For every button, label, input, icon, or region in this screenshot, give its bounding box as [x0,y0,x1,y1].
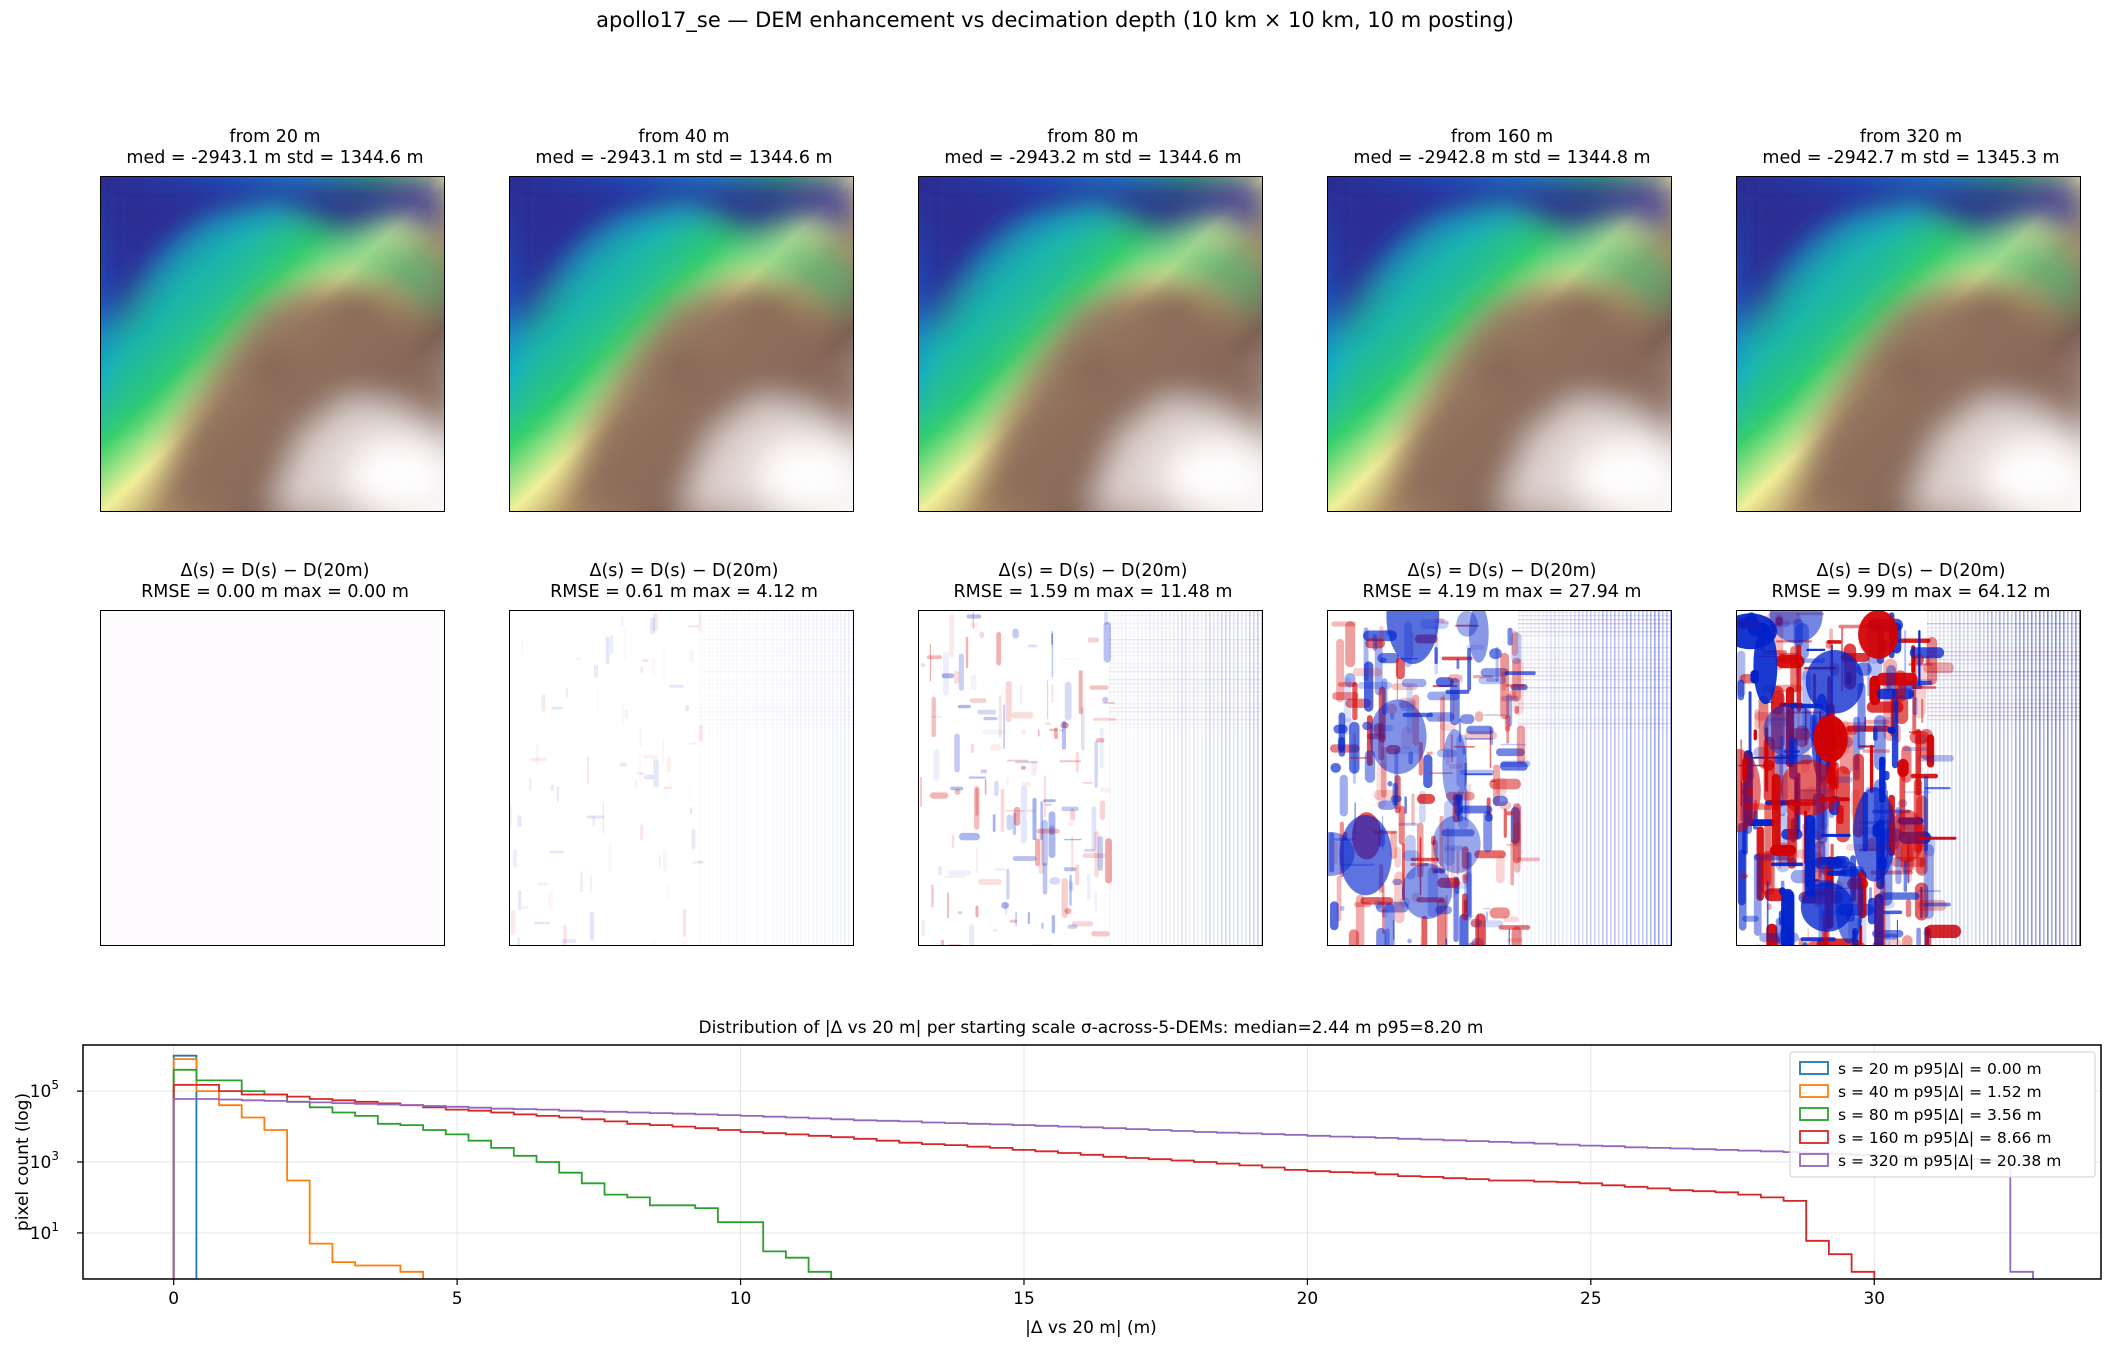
legend: s = 20 m p95|Δ| = 0.00 m s = 40 m p95|Δ| … [1789,1051,2096,1178]
dem-panel-4-title: from 160 m med = -2942.8 m std = 1344.8 … [1302,127,1702,169]
dem-panel-stats: med = -2943.1 m std = 1344.6 m [535,148,833,168]
x-tick-label: 25 [1580,1289,1602,1309]
figure-title: apollo17_se — DEM enhancement vs decimat… [596,8,1514,32]
dem-panel-title: from 320 m [1859,127,1963,147]
legend-swatch-s20 [1799,1061,1829,1075]
dem-panel-stats: med = -2942.8 m std = 1344.8 m [1353,148,1651,168]
diff-panel-4 [1327,610,1672,946]
legend-entry-s20: s = 20 m p95|Δ| = 0.00 m [1838,1060,2042,1078]
y-tick-label: 103 [30,1149,59,1173]
dem-panel-stats: med = -2942.7 m std = 1345.3 m [1762,148,2060,168]
x-tick-label: 0 [168,1289,179,1309]
diff-panel-3 [918,610,1263,946]
dem-panel-2 [509,176,854,512]
diff-panel-title: Δ(s) = D(s) − D(20m) [998,561,1188,581]
legend-swatch-s320 [1799,1153,1829,1167]
diff-panel-3-title: Δ(s) = D(s) − D(20m) RMSE = 1.59 m max =… [893,561,1293,603]
x-tick-label: 20 [1297,1289,1319,1309]
dem-panel-1-title: from 20 m med = -2943.1 m std = 1344.6 m [75,127,475,169]
histogram-grid [83,1045,2101,1279]
dem-panel-3-title: from 80 m med = -2943.2 m std = 1344.6 m [893,127,1293,169]
diff-panel-stats: RMSE = 0.00 m max = 0.00 m [141,582,409,602]
legend-entry-s160: s = 160 m p95|Δ| = 8.66 m [1838,1129,2051,1147]
histogram-line-s320 [172,1098,2034,1279]
diff-panel-2 [509,610,854,946]
x-tick-label: 10 [730,1289,752,1309]
histogram-line-s40 [172,1058,424,1279]
legend-entry-s80: s = 80 m p95|Δ| = 3.56 m [1838,1106,2042,1124]
dem-panel-3 [918,176,1263,512]
histogram-series [172,1054,2034,1279]
dem-panel-stats: med = -2943.1 m std = 1344.6 m [126,148,424,168]
histogram-line-s160 [172,1084,1876,1279]
legend-swatch-s40 [1799,1084,1829,1098]
diff-panel-stats: RMSE = 1.59 m max = 11.48 m [953,582,1233,602]
histogram-ticks: 0 5 10 15 20 25 30 101 103 105 [30,1078,1885,1309]
dem-panel-title: from 80 m [1047,127,1139,147]
x-tick-label: 15 [1013,1289,1035,1309]
histogram-title: Distribution of |Δ vs 20 m| per starting… [699,1018,1484,1038]
dem-panel-stats: med = -2943.2 m std = 1344.6 m [944,148,1242,168]
diff-panel-stats: RMSE = 9.99 m max = 64.12 m [1771,582,2051,602]
dem-panel-5-title: from 320 m med = -2942.7 m std = 1345.3 … [1711,127,2110,169]
dem-panel-title: from 160 m [1450,127,1554,147]
x-axis-label: |Δ vs 20 m| (m) [1025,1318,1157,1338]
histogram-line-s20 [172,1054,198,1279]
dem-panel-4 [1327,176,1672,512]
legend-swatch-s80 [1799,1107,1829,1121]
legend-entry-s320: s = 320 m p95|Δ| = 20.38 m [1838,1152,2061,1170]
legend-box [1789,1051,2096,1178]
x-tick-label: 5 [452,1289,463,1309]
y-tick-label: 101 [30,1220,59,1244]
dem-panel-1 [100,176,445,512]
diff-panel-title: Δ(s) = D(s) − D(20m) [589,561,779,581]
dem-panel-2-title: from 40 m med = -2943.1 m std = 1344.6 m [484,127,884,169]
y-axis-label: pixel count (log) [13,1093,33,1231]
diff-panel-1 [100,610,445,946]
x-tick-label: 30 [1863,1289,1885,1309]
legend-entry-s40: s = 40 m p95|Δ| = 1.52 m [1838,1083,2042,1101]
diff-panel-title: Δ(s) = D(s) − D(20m) [180,561,370,581]
diff-panel-title: Δ(s) = D(s) − D(20m) [1407,561,1597,581]
diff-panel-4-title: Δ(s) = D(s) − D(20m) RMSE = 4.19 m max =… [1302,561,1702,603]
diff-panel-5-title: Δ(s) = D(s) − D(20m) RMSE = 9.99 m max =… [1711,561,2110,603]
diff-panel-5 [1736,610,2081,946]
y-tick-label: 105 [30,1078,59,1102]
dem-panel-title: from 40 m [638,127,730,147]
dem-panel-5 [1736,176,2081,512]
legend-swatch-s160 [1799,1130,1829,1144]
diff-panel-2-title: Δ(s) = D(s) − D(20m) RMSE = 0.61 m max =… [484,561,884,603]
diff-panel-title: Δ(s) = D(s) − D(20m) [1816,561,2006,581]
diff-panel-stats: RMSE = 4.19 m max = 27.94 m [1362,582,1642,602]
diff-panel-1-title: Δ(s) = D(s) − D(20m) RMSE = 0.00 m max =… [75,561,475,603]
dem-panel-title: from 20 m [229,127,321,147]
diff-panel-stats: RMSE = 0.61 m max = 4.12 m [550,582,818,602]
